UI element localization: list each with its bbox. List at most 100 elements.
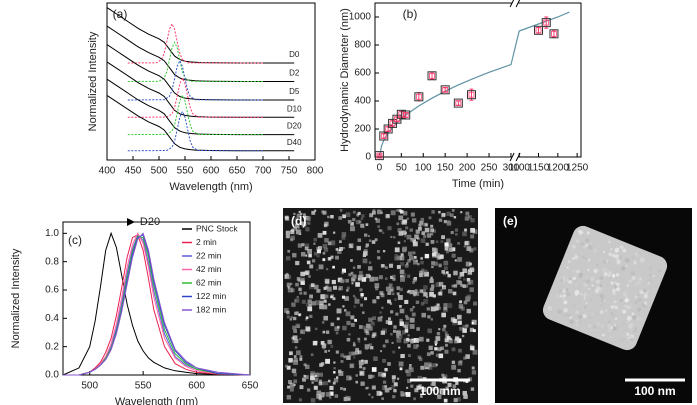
particle — [332, 381, 336, 385]
grain — [611, 273, 616, 278]
particle — [443, 272, 447, 276]
data-line — [106, 61, 295, 118]
grain — [559, 295, 563, 298]
particle — [352, 266, 356, 269]
particle — [442, 307, 448, 312]
particle — [452, 318, 457, 323]
particle — [292, 253, 297, 258]
particle — [465, 324, 469, 328]
error-bar — [377, 154, 382, 157]
particle — [340, 353, 345, 358]
particle — [460, 306, 465, 311]
particle — [406, 337, 410, 342]
particle — [419, 289, 424, 293]
grain — [608, 274, 611, 278]
particle — [408, 367, 414, 373]
particle — [323, 331, 326, 334]
grain — [583, 249, 587, 252]
grain — [625, 332, 630, 337]
particle — [316, 268, 319, 271]
particle — [407, 251, 413, 256]
grain — [584, 311, 589, 316]
particle — [393, 382, 398, 387]
particle — [329, 396, 332, 399]
particle — [420, 302, 425, 306]
grain — [626, 284, 630, 287]
particle — [295, 298, 300, 303]
particle — [388, 320, 393, 325]
particle — [404, 264, 409, 268]
particle — [336, 308, 342, 314]
particle — [428, 216, 432, 220]
particle — [434, 343, 437, 346]
particle — [438, 263, 442, 267]
grain — [626, 305, 631, 310]
particle — [415, 259, 418, 262]
y-tick-label: 400 — [354, 96, 371, 107]
grain — [639, 257, 645, 263]
particle — [398, 231, 403, 236]
particle — [355, 219, 361, 225]
particle — [443, 303, 448, 308]
particle — [333, 378, 339, 383]
particle — [384, 367, 388, 372]
x-tick-label: 150 — [437, 163, 454, 174]
data-line — [127, 94, 264, 136]
particle — [327, 379, 331, 383]
particle — [412, 290, 418, 295]
particle — [451, 247, 456, 252]
particle — [345, 278, 349, 283]
particle — [324, 238, 329, 243]
plot-frame — [62, 221, 251, 376]
particle — [390, 275, 394, 279]
particle — [350, 315, 355, 320]
particle — [434, 252, 440, 258]
particle — [377, 256, 381, 260]
particle — [351, 282, 354, 285]
particle — [294, 338, 299, 344]
particle — [342, 325, 347, 331]
particle — [392, 375, 396, 380]
particle — [445, 386, 449, 391]
data-point — [453, 98, 463, 108]
particle — [343, 355, 347, 359]
particle — [304, 246, 309, 251]
particle — [323, 299, 327, 303]
particle — [296, 296, 299, 299]
particle — [292, 335, 298, 341]
particle — [368, 261, 372, 264]
particle — [439, 254, 444, 259]
particle — [332, 297, 336, 301]
particle — [293, 329, 298, 333]
grain — [599, 304, 603, 308]
particle — [353, 305, 356, 308]
particle — [290, 238, 294, 242]
data-point — [401, 110, 411, 120]
particle — [412, 305, 415, 309]
particle — [350, 259, 353, 262]
particle — [458, 280, 463, 285]
particle — [425, 223, 429, 227]
particle — [398, 361, 404, 367]
particle — [377, 225, 381, 228]
particle — [327, 349, 330, 352]
particle — [400, 253, 404, 257]
particle — [447, 382, 452, 387]
x-tick-label: 300 — [503, 163, 520, 174]
particle — [358, 270, 363, 275]
particle — [435, 240, 439, 244]
particle — [458, 348, 462, 353]
particle — [406, 234, 412, 240]
grain — [629, 334, 635, 339]
particle — [374, 238, 378, 242]
particle — [364, 337, 367, 341]
particle — [399, 210, 404, 214]
particle — [314, 377, 319, 382]
particle — [456, 257, 461, 262]
particle — [387, 291, 392, 295]
data-point — [414, 92, 424, 102]
grain — [624, 258, 630, 263]
particle — [325, 285, 329, 289]
particle — [457, 257, 463, 262]
particle — [394, 254, 398, 258]
